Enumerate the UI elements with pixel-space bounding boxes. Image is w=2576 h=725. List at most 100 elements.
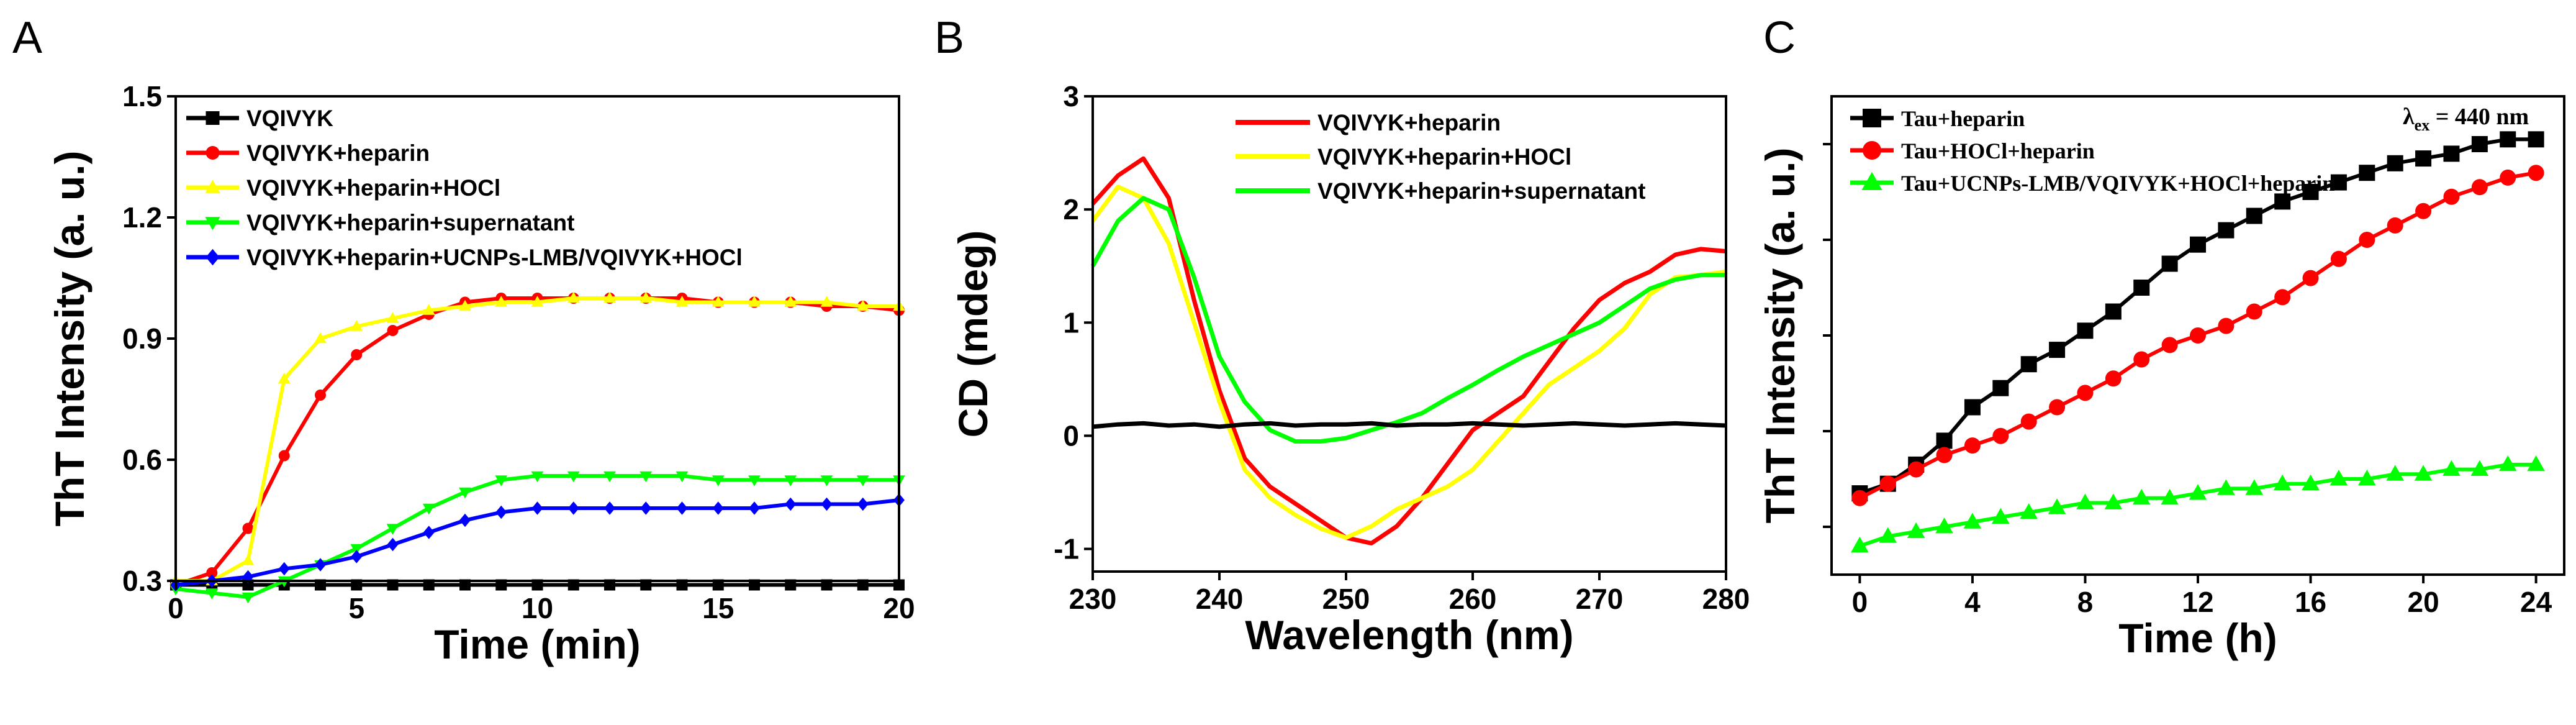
data-point-c-1-18	[2359, 165, 2375, 181]
data-point-a-3-13	[639, 291, 653, 303]
data-point-c-1-7	[2049, 342, 2066, 358]
data-point-c-3-23	[2498, 455, 2517, 472]
data-point-c-3-5	[1992, 508, 2010, 524]
data-point-c-1-22	[2471, 136, 2488, 152]
y-axis-label-c: ThT Intensity (a. u.)	[1757, 148, 1803, 524]
data-point-a-5-2	[242, 570, 254, 584]
data-point-c-3-13	[2217, 479, 2235, 495]
data-point-a-5-13	[640, 501, 652, 515]
x-tick-label-c-4: 16	[2295, 586, 2326, 618]
data-point-c-1-9	[2105, 303, 2122, 320]
x-tick-label-c-6: 24	[2520, 586, 2552, 618]
data-point-a-5-7	[423, 526, 435, 539]
legend-marker-c-3	[1861, 171, 1882, 190]
data-point-a-3-18	[820, 296, 833, 307]
data-point-c-3-10	[2132, 488, 2151, 505]
data-point-c-3-17	[2330, 470, 2348, 486]
legend-label-b-3: VQIVYK+heparin+supernatant	[1317, 178, 1645, 204]
x-tick-label-a-4: 20	[883, 592, 915, 624]
data-point-c-3-22	[2470, 460, 2489, 476]
data-point-c-3-8	[2076, 493, 2094, 509]
legend-marker-a-5	[206, 249, 220, 266]
data-point-c-2-22	[2471, 179, 2488, 196]
data-point-c-1-6	[2020, 356, 2037, 373]
series-line-b-1	[1091, 156, 1727, 545]
y-tick-label-b-1: 0	[1063, 419, 1079, 452]
legend-c: Tau+heparin Tau+HOCl+heparin Tau+UCNPs-LMB…	[1850, 106, 2334, 196]
data-point-a-5-12	[604, 501, 615, 515]
data-point-c-1-20	[2415, 150, 2432, 167]
data-point-a-4-9	[495, 475, 508, 486]
data-point-c-2-24	[2528, 165, 2544, 181]
y-tick-label-a-0: 0.3	[122, 565, 162, 597]
data-point-a-5-19	[857, 497, 869, 511]
data-point-c-2-3	[1936, 447, 1953, 463]
data-point-c-3-3	[1935, 518, 1953, 534]
x-tick-label-a-0: 0	[168, 592, 184, 624]
x-tick-label-b-2: 250	[1322, 583, 1370, 615]
series-a-5	[170, 493, 905, 592]
series-a-2	[170, 293, 905, 591]
chart-panel-b: 230 240 250 260 270 280 -1 0 1 2 3 Wavelength (nm) C…	[950, 80, 1750, 658]
legend-label-b-1: VQIVYK+heparin	[1317, 110, 1501, 135]
data-point-a-5-11	[567, 501, 579, 515]
series-a-3	[169, 291, 905, 586]
x-tick-label-a-1: 5	[348, 592, 364, 624]
data-point-a-3-6	[386, 312, 399, 323]
x-tick-label-a-3: 15	[702, 592, 734, 624]
data-point-c-2-21	[2443, 188, 2460, 205]
data-point-a-2-4	[315, 390, 326, 401]
data-point-c-3-15	[2273, 474, 2292, 491]
data-point-c-2-19	[2387, 217, 2403, 234]
x-tick-label-a-2: 10	[522, 592, 553, 624]
series-line-a-2	[175, 296, 900, 587]
data-point-a-5-14	[676, 501, 688, 515]
data-point-a-3-9	[495, 296, 508, 307]
data-point-c-3-14	[2245, 479, 2264, 495]
panel-letter-c: C	[1763, 13, 1796, 63]
data-point-c-2-0	[1851, 490, 1868, 506]
x-tick-label-c-1: 4	[1964, 586, 1981, 618]
data-point-a-5-18	[821, 497, 833, 511]
data-point-a-2-3	[278, 450, 290, 462]
x-tick-label-b-4: 270	[1576, 583, 1624, 615]
x-tick-label-b-0: 230	[1069, 583, 1117, 615]
data-point-c-2-4	[1964, 437, 1981, 454]
data-point-c-2-7	[2049, 399, 2066, 416]
series-b-3	[1090, 196, 1726, 444]
data-point-a-3-7	[422, 304, 435, 315]
data-point-c-2-23	[2500, 169, 2516, 186]
x-tick-label-c-5: 20	[2407, 586, 2439, 618]
data-point-a-5-4	[315, 558, 326, 572]
y-tick-label-a-1: 0.6	[122, 444, 162, 476]
data-point-a-3-4	[314, 332, 327, 344]
data-point-c-2-8	[2077, 385, 2094, 401]
data-point-c-1-24	[2528, 131, 2544, 148]
data-point-c-3-24	[2527, 455, 2545, 472]
legend-label-b-2: VQIVYK+heparin+HOCl	[1317, 144, 1571, 170]
data-point-a-5-16	[749, 501, 760, 515]
series-b-1	[1091, 156, 1727, 545]
data-point-a-2-5	[351, 349, 363, 360]
data-point-c-3-20	[2414, 465, 2433, 481]
y-tick-label-a-2: 0.9	[122, 322, 162, 355]
y-tick-label-b-2: 1	[1063, 306, 1079, 339]
data-point-a-4-16	[748, 475, 761, 486]
data-point-a-2-1	[206, 567, 218, 578]
data-point-a-3-12	[603, 291, 616, 303]
data-point-c-2-14	[2246, 303, 2262, 320]
legend-label-a-2: VQIVYK+heparin	[246, 140, 430, 166]
data-point-a-3-15	[712, 296, 725, 307]
data-point-c-1-11	[2161, 255, 2178, 272]
legend-label-a-5: VQIVYK+heparin+UCNPs-LMB/VQIVYK+HOCl	[246, 245, 743, 270]
data-point-c-3-6	[2020, 503, 2038, 519]
y-tick-label-b-4: 3	[1063, 80, 1079, 112]
data-point-a-5-9	[495, 505, 507, 519]
data-point-c-3-12	[2189, 484, 2207, 500]
data-point-a-3-17	[784, 296, 797, 307]
data-point-a-5-15	[712, 501, 724, 515]
data-point-a-3-10	[531, 296, 544, 307]
data-point-c-1-10	[2133, 280, 2150, 296]
series-line-c-3	[1859, 462, 2536, 548]
data-point-c-3-1	[1879, 527, 1897, 543]
